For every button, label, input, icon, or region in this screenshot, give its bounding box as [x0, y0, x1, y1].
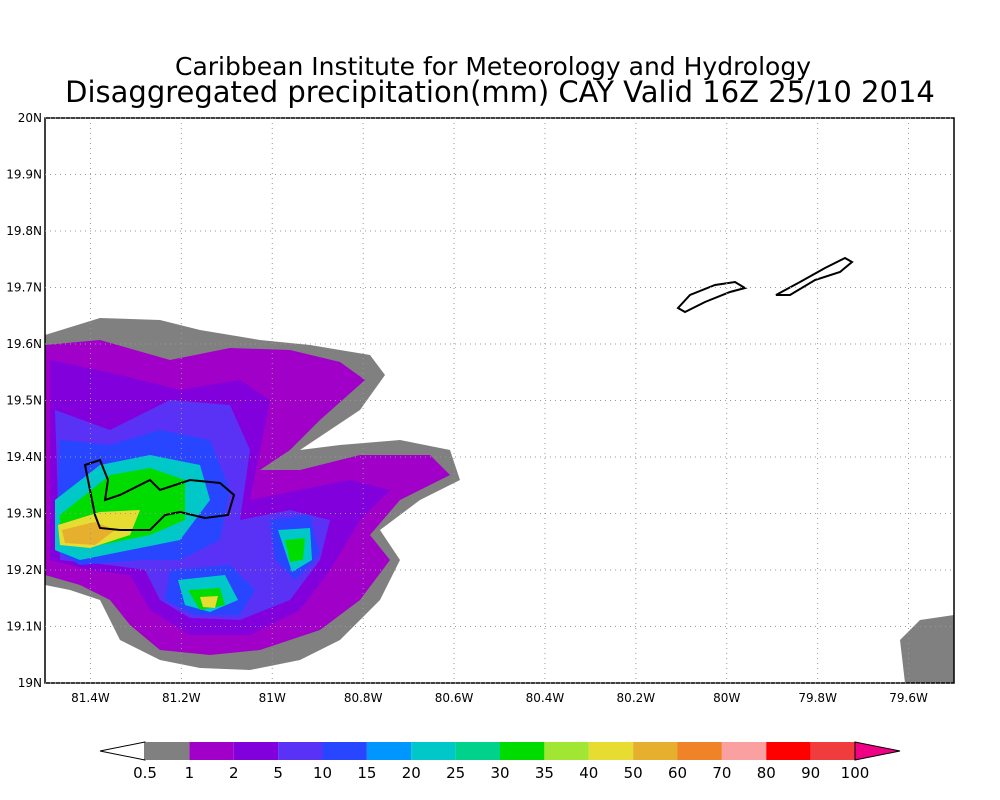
contour-30	[60, 468, 305, 610]
colorbar-label: 60	[668, 764, 687, 782]
precip-field	[45, 318, 954, 683]
y-tick-label: 19.5N	[6, 394, 42, 408]
colorbar-label: 20	[402, 764, 421, 782]
x-tick-label: 79.6W	[889, 691, 928, 705]
y-tick-label: 19.6N	[6, 337, 42, 351]
colorbar-box	[766, 742, 811, 760]
colorbar-label: 25	[446, 764, 465, 782]
colorbar-box	[189, 742, 234, 760]
colorbar-label: 35	[535, 764, 554, 782]
x-tick-label: 80W	[713, 691, 740, 705]
colorbar-box	[411, 742, 456, 760]
colorbar-box	[721, 742, 767, 760]
colorbar-label: 40	[579, 764, 598, 782]
colorbar-label: 90	[801, 764, 820, 782]
colorbar-label: 80	[757, 764, 776, 782]
contour-0.5-east	[900, 615, 954, 683]
colorbar-box	[322, 742, 367, 760]
y-tick-label: 19.8N	[6, 224, 42, 238]
grand-cayman	[83, 458, 236, 531]
colorbar-arrow	[854, 741, 901, 761]
x-tick-label: 80.8W	[344, 691, 383, 705]
colorbar-label: 15	[357, 764, 376, 782]
colorbar-label: 5	[273, 764, 283, 782]
colorbar-label: 100	[841, 764, 870, 782]
colorbar-label: 70	[712, 764, 731, 782]
y-tick-label: 19.3N	[6, 507, 42, 521]
colorbar-box	[677, 742, 722, 760]
x-tick-label: 81.2W	[162, 691, 201, 705]
x-tick-label: 81.4W	[71, 691, 110, 705]
x-tick-label: 80.2W	[617, 691, 656, 705]
y-tick-label: 19N	[18, 676, 42, 690]
y-tick-label: 19.2N	[6, 563, 42, 577]
colorbar-label: 0.5	[133, 764, 157, 782]
colorbar-box	[145, 742, 190, 760]
y-tick-label: 19.1N	[6, 620, 42, 634]
little-cayman	[676, 280, 748, 314]
y-tick-label: 19.9N	[6, 168, 42, 182]
colorbar-label: 2	[229, 764, 239, 782]
x-tick-label: 79.8W	[798, 691, 837, 705]
colorbar-label: 1	[185, 764, 195, 782]
colorbar-label: 50	[624, 764, 643, 782]
colorbar-label: 10	[313, 764, 332, 782]
y-tick-label: 19.4N	[6, 450, 42, 464]
subtitle: Disaggregated precipitation(mm) CAY Vali…	[65, 75, 935, 109]
colorbar-label: 30	[490, 764, 509, 782]
colorbar-box	[278, 742, 323, 760]
colorbar-box	[366, 742, 412, 760]
colorbar-box	[810, 742, 855, 760]
colorbar-box	[455, 742, 500, 760]
y-tick-label: 19.7N	[6, 281, 42, 295]
colorbar-box	[544, 742, 589, 760]
x-tick-label: 80.4W	[526, 691, 565, 705]
x-tick-label: 81W	[259, 691, 286, 705]
x-tick-label: 80.6W	[435, 691, 474, 705]
colorbar-box	[233, 742, 279, 760]
colorbar-box	[633, 742, 678, 760]
colorbar-box	[500, 742, 545, 760]
cayman-brac	[775, 256, 854, 296]
colorbar-box	[588, 742, 634, 760]
title: Caribbean Institute for Meteorology and …	[175, 52, 811, 81]
colorbar-arrow	[99, 741, 146, 761]
y-tick-label: 20N	[18, 111, 42, 125]
